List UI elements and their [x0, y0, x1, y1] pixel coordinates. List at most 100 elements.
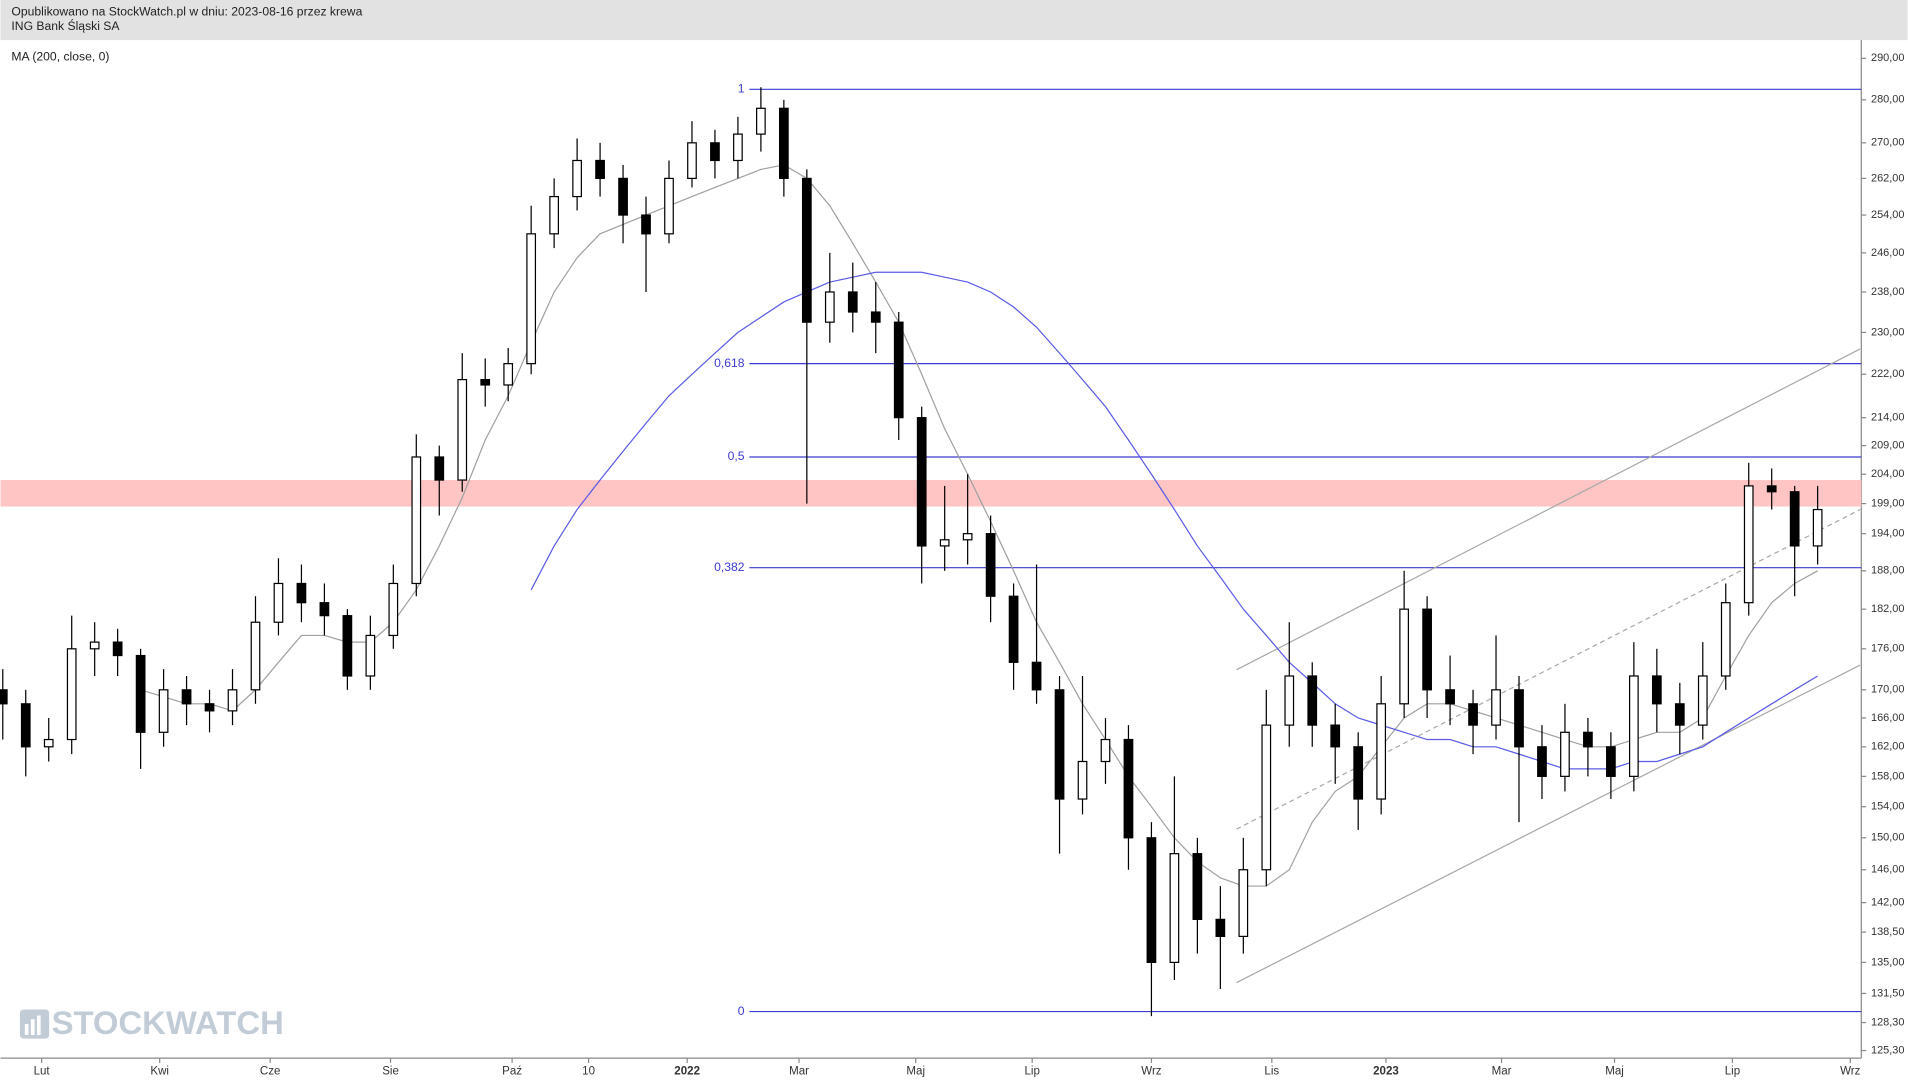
candle-body — [1743, 485, 1754, 604]
candle-body — [43, 738, 54, 748]
x-tick-label: 2022 — [674, 1066, 700, 1078]
candle-body — [1146, 837, 1157, 963]
lines-layer: 1 0,618 0,5 0,382 0 — [140, 82, 1862, 1018]
y-tick-label: 170,00 — [1871, 684, 1904, 696]
fib-level-label: 0,5 — [728, 449, 745, 463]
y-tick-label: 146,00 — [1871, 864, 1904, 876]
x-tick-label: Paź — [502, 1066, 522, 1078]
candle-body — [20, 703, 31, 748]
chart-subtitle: Opublikowano na StockWatch.pl w dniu: 20… — [11, 4, 362, 18]
y-tick-label: 209,00 — [1871, 440, 1904, 452]
candle-body — [549, 195, 560, 235]
candle-body — [687, 142, 697, 180]
candle-body — [1537, 746, 1547, 777]
candles-layer — [0, 87, 1823, 1017]
candle-body — [1422, 608, 1432, 691]
candle-body — [1445, 689, 1455, 705]
header-band — [0, 0, 1908, 41]
moving-average-line — [140, 164, 1818, 887]
candle-body — [1307, 675, 1318, 726]
y-tick-label: 182,00 — [1871, 603, 1904, 615]
candle-body — [1261, 724, 1272, 871]
candle-body — [1100, 738, 1111, 763]
candle-body — [1766, 485, 1777, 493]
logo-icon — [19, 1009, 50, 1039]
x-tick-label: Mar — [1492, 1066, 1512, 1078]
fib-level-label: 0,618 — [714, 356, 745, 370]
y-tick-label: 238,00 — [1871, 286, 1904, 298]
candle-body — [434, 456, 445, 481]
candle-body — [664, 177, 674, 235]
candle-body — [756, 107, 766, 135]
y-tick-label: 262,00 — [1871, 172, 1904, 184]
trendline — [1236, 509, 1861, 830]
candle-body — [778, 107, 789, 180]
y-tick-label: 150,00 — [1871, 832, 1904, 844]
x-tick-label: 2023 — [1373, 1066, 1399, 1078]
candle-body — [1491, 689, 1501, 726]
candle-body — [158, 689, 169, 733]
x-tick-label: Maj — [1605, 1066, 1624, 1078]
candle-body — [1054, 689, 1065, 800]
candle-body — [710, 142, 720, 162]
candle-body — [296, 582, 307, 604]
candle-body — [1376, 703, 1387, 800]
y-tick-label: 246,00 — [1871, 247, 1904, 259]
y-tick-label: 154,00 — [1871, 801, 1904, 813]
candle-body — [572, 159, 582, 198]
candle-body — [250, 621, 261, 691]
y-tick-label: 131,50 — [1871, 987, 1904, 999]
candle-body — [411, 456, 422, 585]
logo-bar — [30, 1019, 35, 1035]
candle-body — [1697, 675, 1708, 726]
candle-body — [1169, 853, 1180, 963]
x-tick-label: Maj — [906, 1066, 925, 1078]
x-tick-label: Lis — [1264, 1066, 1279, 1078]
candle-body — [1399, 608, 1409, 705]
candle-body — [1008, 595, 1019, 663]
y-tick-label: 125,30 — [1871, 1044, 1904, 1056]
candle-body — [985, 533, 996, 597]
candle-body — [870, 311, 881, 323]
candle-body — [618, 177, 628, 216]
candle-body — [733, 133, 743, 162]
candle-body — [342, 615, 353, 677]
y-tick-label: 222,00 — [1871, 368, 1904, 380]
candle-body — [1192, 853, 1203, 920]
candle-body — [1560, 731, 1570, 777]
x-tick-label: 10 — [582, 1066, 595, 1078]
candle-body — [1651, 675, 1662, 705]
y-tick-label: 142,00 — [1871, 896, 1904, 908]
candle-body — [480, 378, 491, 386]
candle-body — [1031, 661, 1042, 691]
x-tick-label: Sie — [382, 1066, 399, 1078]
y-tick-label: 230,00 — [1871, 326, 1904, 338]
logo-bar — [24, 1024, 29, 1035]
y-tick-label: 194,00 — [1871, 528, 1904, 540]
candle-body — [1629, 675, 1639, 777]
candle-body — [939, 539, 950, 547]
candle-body — [847, 291, 858, 313]
candle-body — [1514, 689, 1524, 748]
candle-body — [112, 641, 123, 657]
candle-body — [365, 634, 376, 677]
candle-body — [526, 233, 537, 365]
moving-average-line — [530, 271, 1818, 770]
candle-body — [1353, 746, 1364, 800]
y-tick-label: 199,00 — [1871, 497, 1904, 509]
candle-body — [503, 363, 514, 386]
candle-body — [595, 159, 605, 180]
candle-body — [1077, 760, 1088, 800]
candle-body — [89, 641, 100, 650]
resistance-zone — [0, 480, 1862, 507]
candle-body — [1468, 703, 1478, 726]
candle-body — [457, 378, 468, 481]
y-tick-label: 254,00 — [1871, 209, 1904, 221]
candle-body — [1812, 508, 1823, 547]
candle-body — [319, 602, 330, 617]
y-tick-label: 176,00 — [1871, 643, 1904, 655]
x-tick-label: Cze — [260, 1066, 281, 1078]
y-tick-label: 128,30 — [1871, 1016, 1904, 1028]
